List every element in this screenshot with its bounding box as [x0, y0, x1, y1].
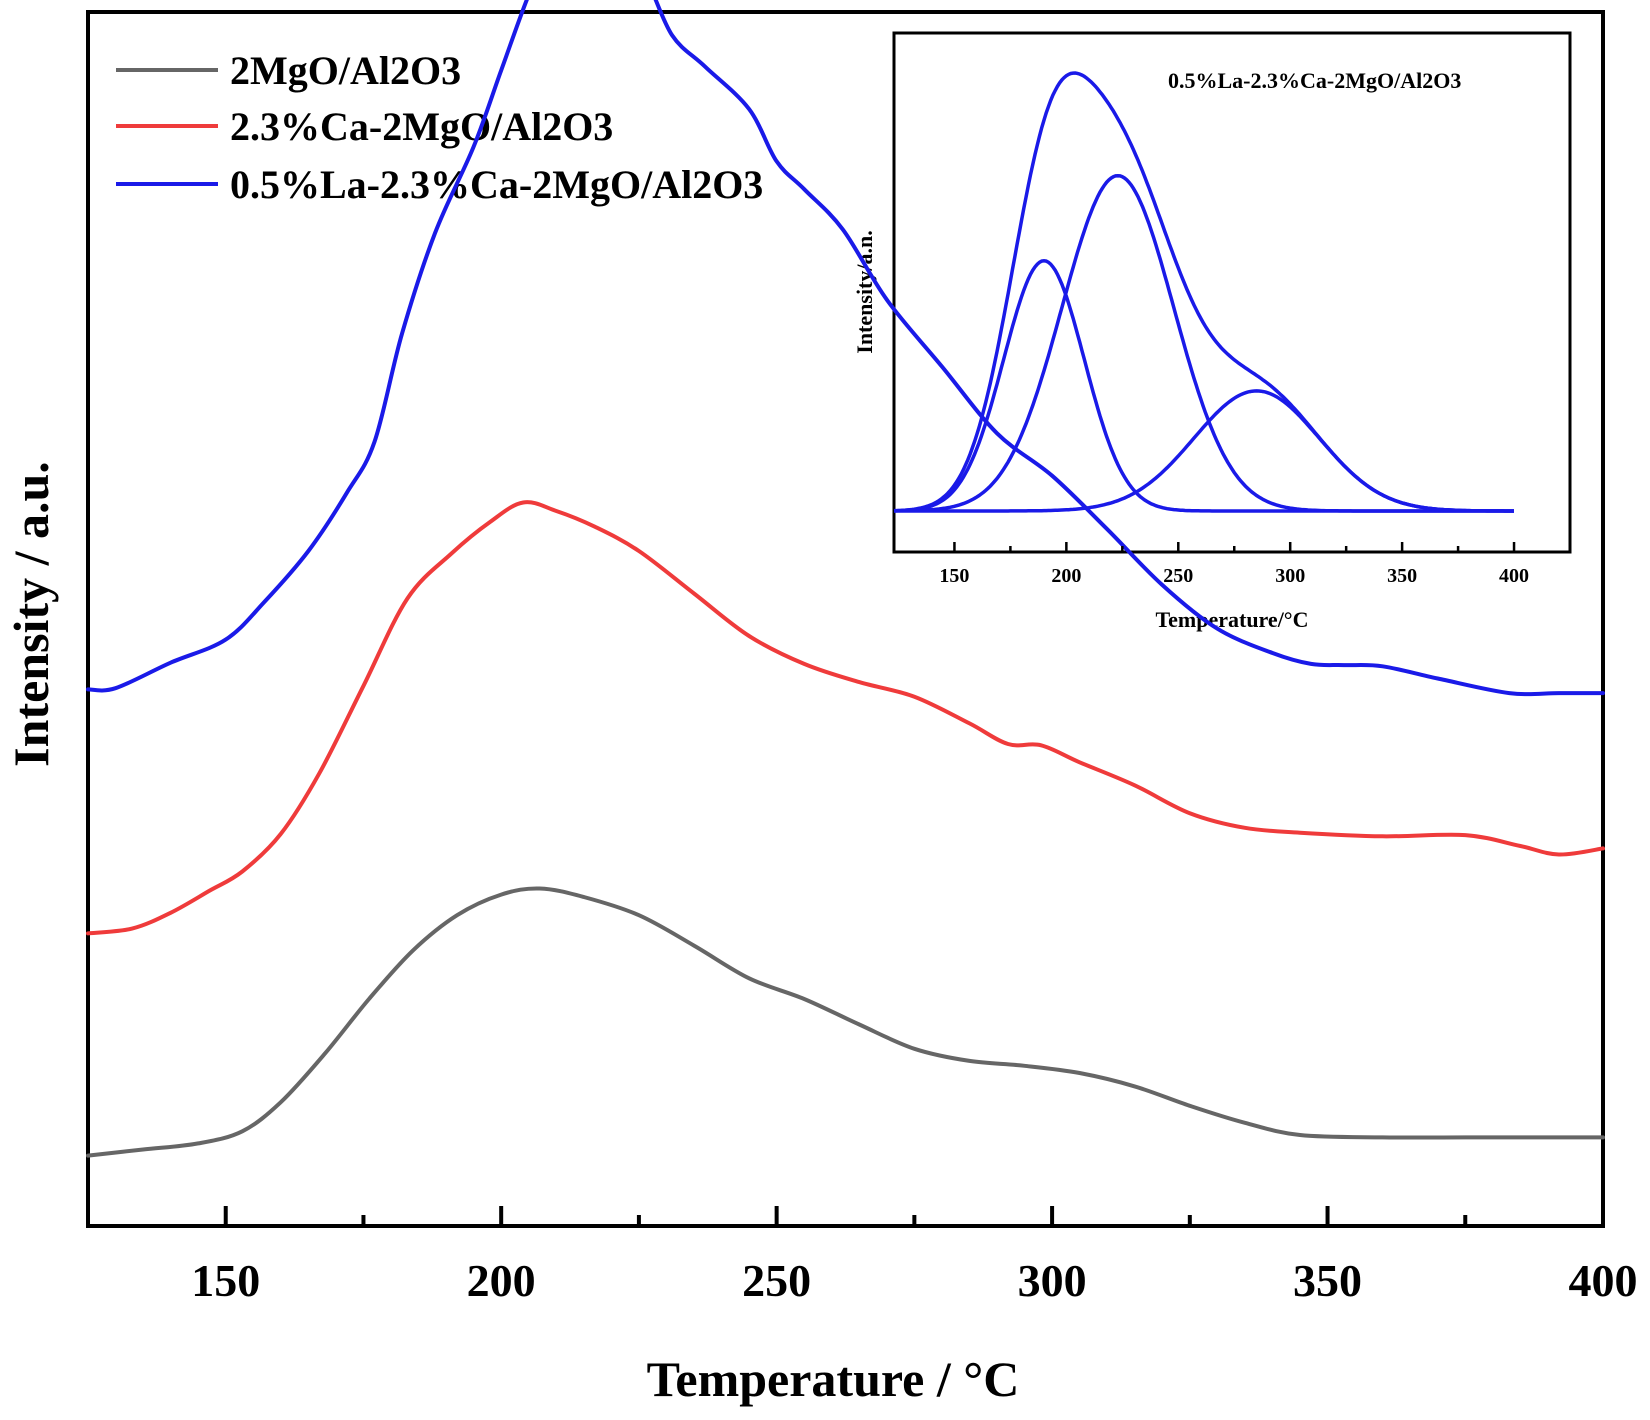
- main-x-tick-label: 150: [191, 1255, 260, 1306]
- main-x-tick-label: 200: [467, 1255, 536, 1306]
- main-x-tick-label: 350: [1293, 1255, 1362, 1306]
- inset-x-tick-label: 350: [1387, 565, 1417, 587]
- inset-envelope-line: [894, 71, 1514, 513]
- legend: 2MgO/Al2O3 2.3%Ca-2MgO/Al2O3 0.5%La-2.3%…: [116, 48, 763, 207]
- main-series-group: [86, 0, 1605, 1158]
- main-x-tick-label: 250: [742, 1255, 811, 1306]
- inset-series-group: [893, 71, 1514, 513]
- legend-label-la: 0.5%La-2.3%Ca-2MgO/Al2O3: [230, 162, 763, 207]
- main-y-axis-title: Intensity / a.u.: [3, 461, 59, 767]
- inset-x-tick-label: 400: [1499, 565, 1529, 587]
- inset-fit-peak-2: [894, 173, 1514, 513]
- inset-x-tick-label: 200: [1051, 565, 1081, 587]
- main-x-axis-title: Temperature / °C: [647, 1351, 1020, 1407]
- main-series-line-1: [86, 500, 1605, 936]
- inset-x-tick-label: 250: [1163, 565, 1193, 587]
- inset-title: 0.5%La-2.3%Ca-2MgO/Al2O3: [1168, 68, 1461, 93]
- main-x-tick-label: 400: [1569, 1255, 1638, 1306]
- inset-x-tick-label: 300: [1275, 565, 1305, 587]
- inset-x-tick-label: 150: [939, 565, 969, 587]
- legend-label-ca: 2.3%Ca-2MgO/Al2O3: [230, 104, 613, 149]
- main-x-ticks: 150 200 250 300 350 400: [191, 1206, 1638, 1306]
- inset-x-ticks: 150 200 250 300 350 400: [939, 542, 1529, 587]
- inset-x-axis-title: Temperature/°C: [1155, 607, 1308, 632]
- main-series-line-0: [86, 886, 1605, 1158]
- inset-plot-frame: [892, 31, 1572, 554]
- main-series-line-2: [86, 0, 1605, 697]
- legend-label-2mgo: 2MgO/Al2O3: [230, 48, 461, 93]
- main-x-tick-label: 300: [1018, 1255, 1087, 1306]
